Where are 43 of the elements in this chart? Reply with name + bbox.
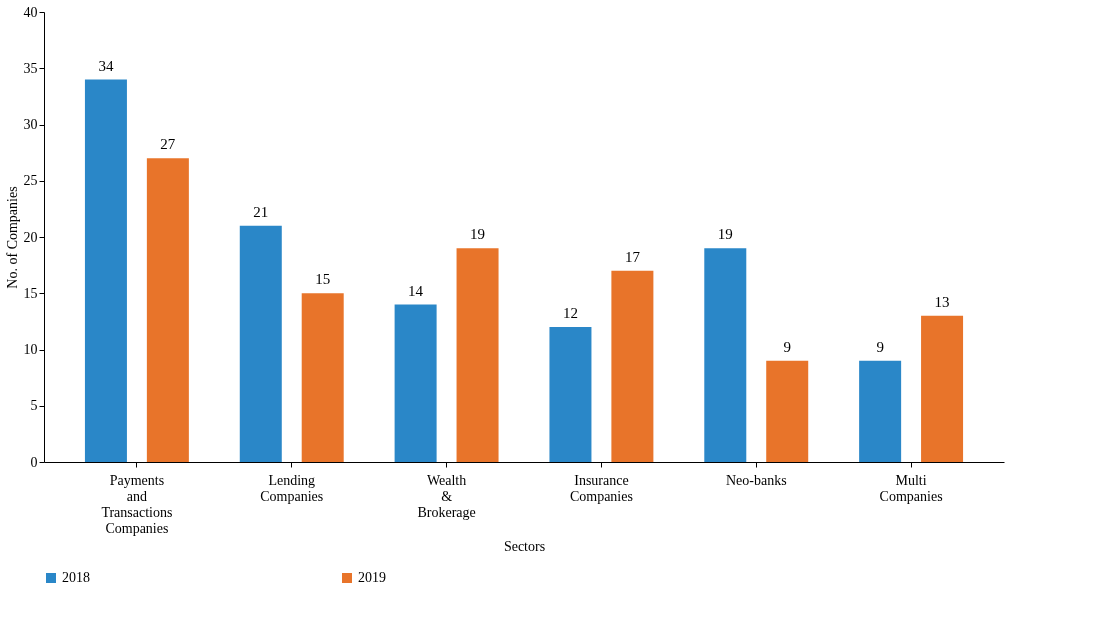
y-tick-label: 30 — [23, 117, 38, 132]
x-tick-label: Neo-banks — [725, 472, 787, 488]
data-label: 14 — [408, 282, 424, 299]
data-label: 34 — [98, 57, 114, 74]
y-tick-label: 35 — [23, 60, 38, 76]
data-label: 9 — [783, 338, 791, 355]
data-label: 17 — [624, 248, 641, 265]
data-label: 12 — [562, 305, 578, 321]
data-label: 15 — [315, 271, 331, 288]
legend-label: 2019 — [358, 570, 386, 585]
x-axis-title: Sectors — [503, 538, 546, 554]
legend-label: 2018 — [62, 570, 90, 585]
x-tick-label: Insurance Companies — [569, 472, 633, 504]
y-tick-label: 25 — [23, 173, 38, 189]
bar — [394, 304, 437, 462]
data-label: 9 — [876, 338, 884, 355]
y-tick-label: 40 — [23, 4, 38, 20]
x-tick-label: Payments and Transactions Companies — [101, 472, 173, 536]
y-tick-label: 20 — [23, 229, 38, 245]
x-tick-label: Lending Companies — [260, 472, 324, 504]
y-tick-label: 0 — [30, 454, 38, 470]
bar — [239, 225, 282, 462]
bar — [146, 158, 189, 462]
bar — [611, 270, 654, 462]
y-axis-title: No. of Companies — [4, 186, 20, 289]
data-label: 27 — [160, 136, 176, 153]
y-tick-label: 10 — [23, 342, 38, 357]
y-tick-label: 15 — [23, 285, 38, 301]
data-label: 19 — [470, 226, 486, 243]
data-label: 13 — [934, 293, 950, 310]
bar — [766, 360, 809, 462]
bar — [301, 293, 344, 462]
x-tick-label: Multi Companies — [879, 472, 943, 504]
bar — [84, 79, 127, 462]
bar — [921, 315, 964, 462]
bar — [549, 327, 592, 462]
x-tick-label: Wealth & Brokerage — [417, 472, 476, 520]
data-label: 19 — [717, 226, 733, 243]
y-tick-label: 5 — [30, 398, 38, 414]
bar — [859, 360, 902, 462]
bar — [456, 248, 499, 462]
bar — [704, 248, 747, 462]
data-label: 21 — [253, 203, 269, 220]
